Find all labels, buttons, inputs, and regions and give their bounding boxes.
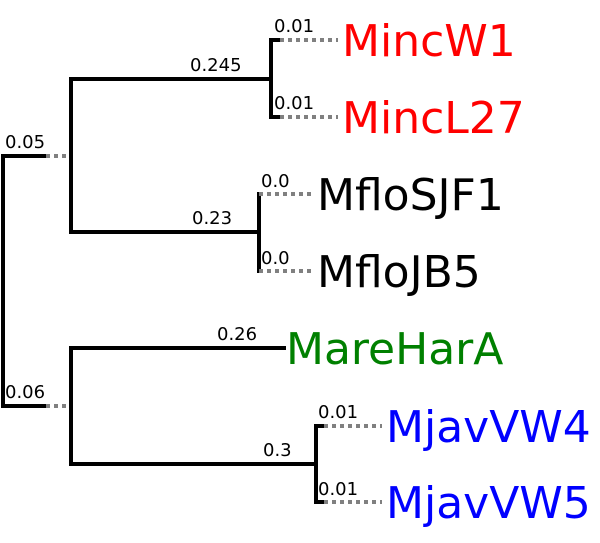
leaf-label-mincl27: MincL27 bbox=[342, 93, 525, 144]
leaf-label-marehara: MareHarA bbox=[286, 324, 503, 375]
branch-label-mare: 0.26 bbox=[217, 324, 257, 345]
leaf-label-mjavvw5: MjavVW5 bbox=[386, 478, 591, 529]
branch-label-mincl27: 0.01 bbox=[274, 93, 314, 114]
leaf-label-mincw1: MincW1 bbox=[342, 16, 516, 67]
leaf-label-mflosjf1: MfloSJF1 bbox=[317, 170, 504, 221]
branch-label-mincw1: 0.01 bbox=[274, 16, 314, 37]
branch-label-mjavvw4: 0.01 bbox=[318, 402, 358, 423]
branch-label-root-upper: 0.05 bbox=[5, 132, 45, 153]
leaf-label-mjavvw4: MjavVW4 bbox=[386, 402, 591, 453]
branch-label-mflojb5: 0.0 bbox=[261, 248, 290, 269]
branch-label-mflo: 0.23 bbox=[192, 208, 232, 229]
branch-label-mjavvw5: 0.01 bbox=[318, 479, 358, 500]
branch-label-minc: 0.245 bbox=[190, 55, 242, 76]
leaf-label-mflojb5: MfloJB5 bbox=[317, 247, 481, 298]
branch-label-mflosjf1: 0.0 bbox=[261, 171, 290, 192]
branch-label-mjav: 0.3 bbox=[263, 440, 292, 461]
branch-label-root-lower: 0.06 bbox=[5, 382, 45, 403]
